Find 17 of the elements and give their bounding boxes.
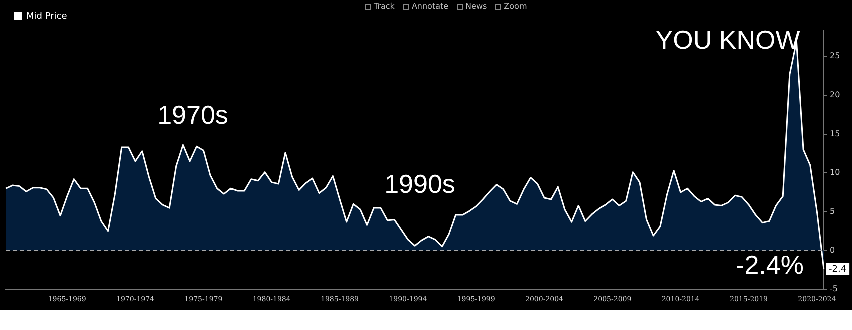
y-tick-label: 15 xyxy=(830,129,840,138)
y-tick-label: 25 xyxy=(830,52,840,61)
y-tick-label: 5 xyxy=(830,207,836,216)
legend-label: Mid Price xyxy=(26,12,68,22)
text: Zoom xyxy=(504,2,528,11)
annotation: -2.4% xyxy=(736,250,804,280)
annotation: 1990s xyxy=(384,169,456,200)
text: News xyxy=(466,2,488,11)
annotation: YOU KNOW xyxy=(656,25,801,56)
y-tick-label: -5 xyxy=(830,284,838,294)
text: Track xyxy=(374,2,395,11)
y-tick-label: 20 xyxy=(830,90,840,100)
data-label: -2.4 xyxy=(829,264,847,275)
y-tick-label: 0 xyxy=(830,246,836,255)
text: Annotate xyxy=(412,2,449,11)
annotation: 1970s xyxy=(158,100,228,130)
y-tick-label: 10 xyxy=(830,168,840,178)
